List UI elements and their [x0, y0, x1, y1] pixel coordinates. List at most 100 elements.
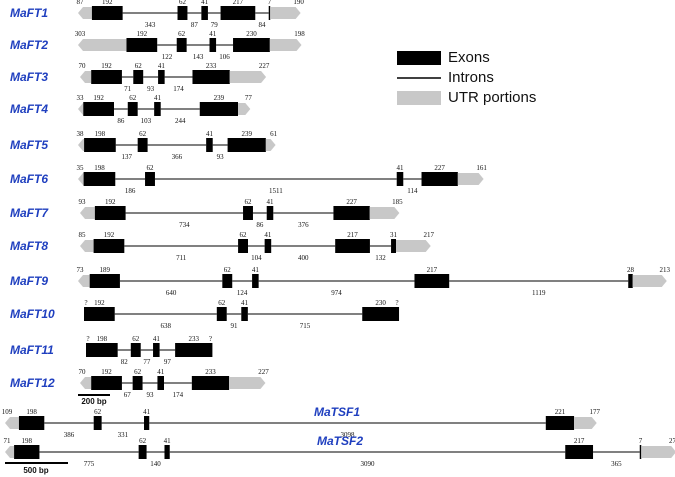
exon [639, 445, 642, 459]
exon [209, 38, 217, 52]
exon [83, 102, 114, 116]
exon [414, 274, 450, 288]
exon [137, 138, 148, 152]
exon [91, 6, 123, 20]
exon-length: 62 [178, 30, 186, 38]
scale-bar-label: 500 bp [23, 466, 48, 475]
utr-length: 93 [79, 198, 87, 206]
exon-length: 239 [241, 130, 252, 138]
exon-length: 192 [104, 231, 115, 239]
utr-length: 35 [77, 164, 85, 172]
utr [641, 446, 675, 458]
exon-length: 62 [139, 437, 147, 445]
intron-length: 365 [611, 460, 622, 468]
utr-length: 161 [476, 164, 487, 172]
exon-length: 41 [158, 62, 166, 70]
gene-name: MaFT10 [10, 307, 55, 321]
utr [78, 173, 84, 185]
exon-length: 41 [157, 368, 165, 376]
utr-length: 177 [589, 408, 600, 416]
utr-length: ? [86, 335, 89, 343]
utr [80, 71, 92, 83]
intron-length: 93 [147, 85, 155, 93]
utr [78, 139, 85, 151]
gene-name: MaFT12 [10, 376, 55, 390]
intron-length: 3098 [341, 431, 356, 439]
exon-length: 198 [26, 408, 37, 416]
exon-length: 62 [134, 368, 142, 376]
intron-length: 734 [179, 221, 190, 229]
exon-length: 198 [22, 437, 33, 445]
exon-length: 41 [154, 94, 162, 102]
exon [89, 274, 120, 288]
utr-length: 303 [75, 30, 86, 38]
intron-length: 132 [375, 254, 386, 262]
scale-bar-label: 200 bp [81, 397, 106, 406]
exon-length: 41 [209, 30, 217, 38]
exon [333, 206, 370, 220]
exon-length: 239 [214, 94, 225, 102]
exon [216, 307, 227, 321]
exon-length: 62 [139, 130, 147, 138]
exon [154, 102, 161, 116]
utr [457, 173, 484, 185]
exon-length: 41 [143, 408, 151, 416]
intron-length: 86 [117, 117, 125, 125]
utr-length: ? [395, 299, 398, 307]
gene-name: MaTSF2 [317, 434, 363, 448]
exon-length: 62 [179, 0, 187, 6]
exon [628, 274, 633, 288]
utr [574, 417, 597, 429]
exon [206, 138, 213, 152]
exon-length: 41 [241, 299, 249, 307]
intron-length: 71 [124, 85, 132, 93]
exon-length: 41 [397, 164, 405, 172]
intron-length: 82 [121, 358, 129, 366]
intron-length: 386 [64, 431, 75, 439]
exon-length: 192 [101, 368, 112, 376]
exon-length: 198 [97, 335, 108, 343]
intron-length: 124 [237, 289, 248, 297]
exon [126, 38, 158, 52]
intron-length: 104 [251, 254, 262, 262]
exon-length: 192 [94, 299, 105, 307]
utr [80, 207, 95, 219]
exon-length: 7 [639, 437, 643, 445]
exon-length: 41 [164, 437, 172, 445]
exon [83, 172, 116, 186]
exon-length: 62 [135, 62, 143, 70]
gene-name: MaFT4 [10, 102, 48, 116]
exon [545, 416, 575, 430]
exon-length: 192 [101, 62, 112, 70]
utr-length: 185 [392, 198, 403, 206]
utr-length: 227 [258, 368, 269, 376]
exon [91, 70, 122, 84]
exon [144, 416, 150, 430]
exon [191, 376, 230, 390]
intron-length: 77 [143, 358, 151, 366]
exon-length: 217 [347, 231, 358, 239]
utr [5, 417, 19, 429]
legend-utr: UTR portions [448, 89, 536, 106]
intron-length: 640 [166, 289, 177, 297]
exon [133, 70, 144, 84]
intron-length: 97 [164, 358, 172, 366]
legend-utr-swatch [397, 91, 441, 105]
utr [396, 240, 431, 252]
exon-length: 227 [346, 198, 357, 206]
exon [18, 416, 45, 430]
exon [175, 343, 213, 357]
exon-length: 62 [240, 231, 248, 239]
utr-length: 217 [423, 231, 434, 239]
utr [80, 240, 94, 252]
exon-length: 192 [93, 94, 104, 102]
intron-length: 3090 [360, 460, 375, 468]
intron-length: 87 [191, 21, 199, 29]
exon-length: 217 [233, 0, 244, 6]
exon-length: 62 [224, 266, 232, 274]
exon [199, 102, 238, 116]
exon-length: 233 [189, 335, 200, 343]
exon [421, 172, 458, 186]
utr [78, 103, 84, 115]
exon-length: 62 [218, 299, 226, 307]
